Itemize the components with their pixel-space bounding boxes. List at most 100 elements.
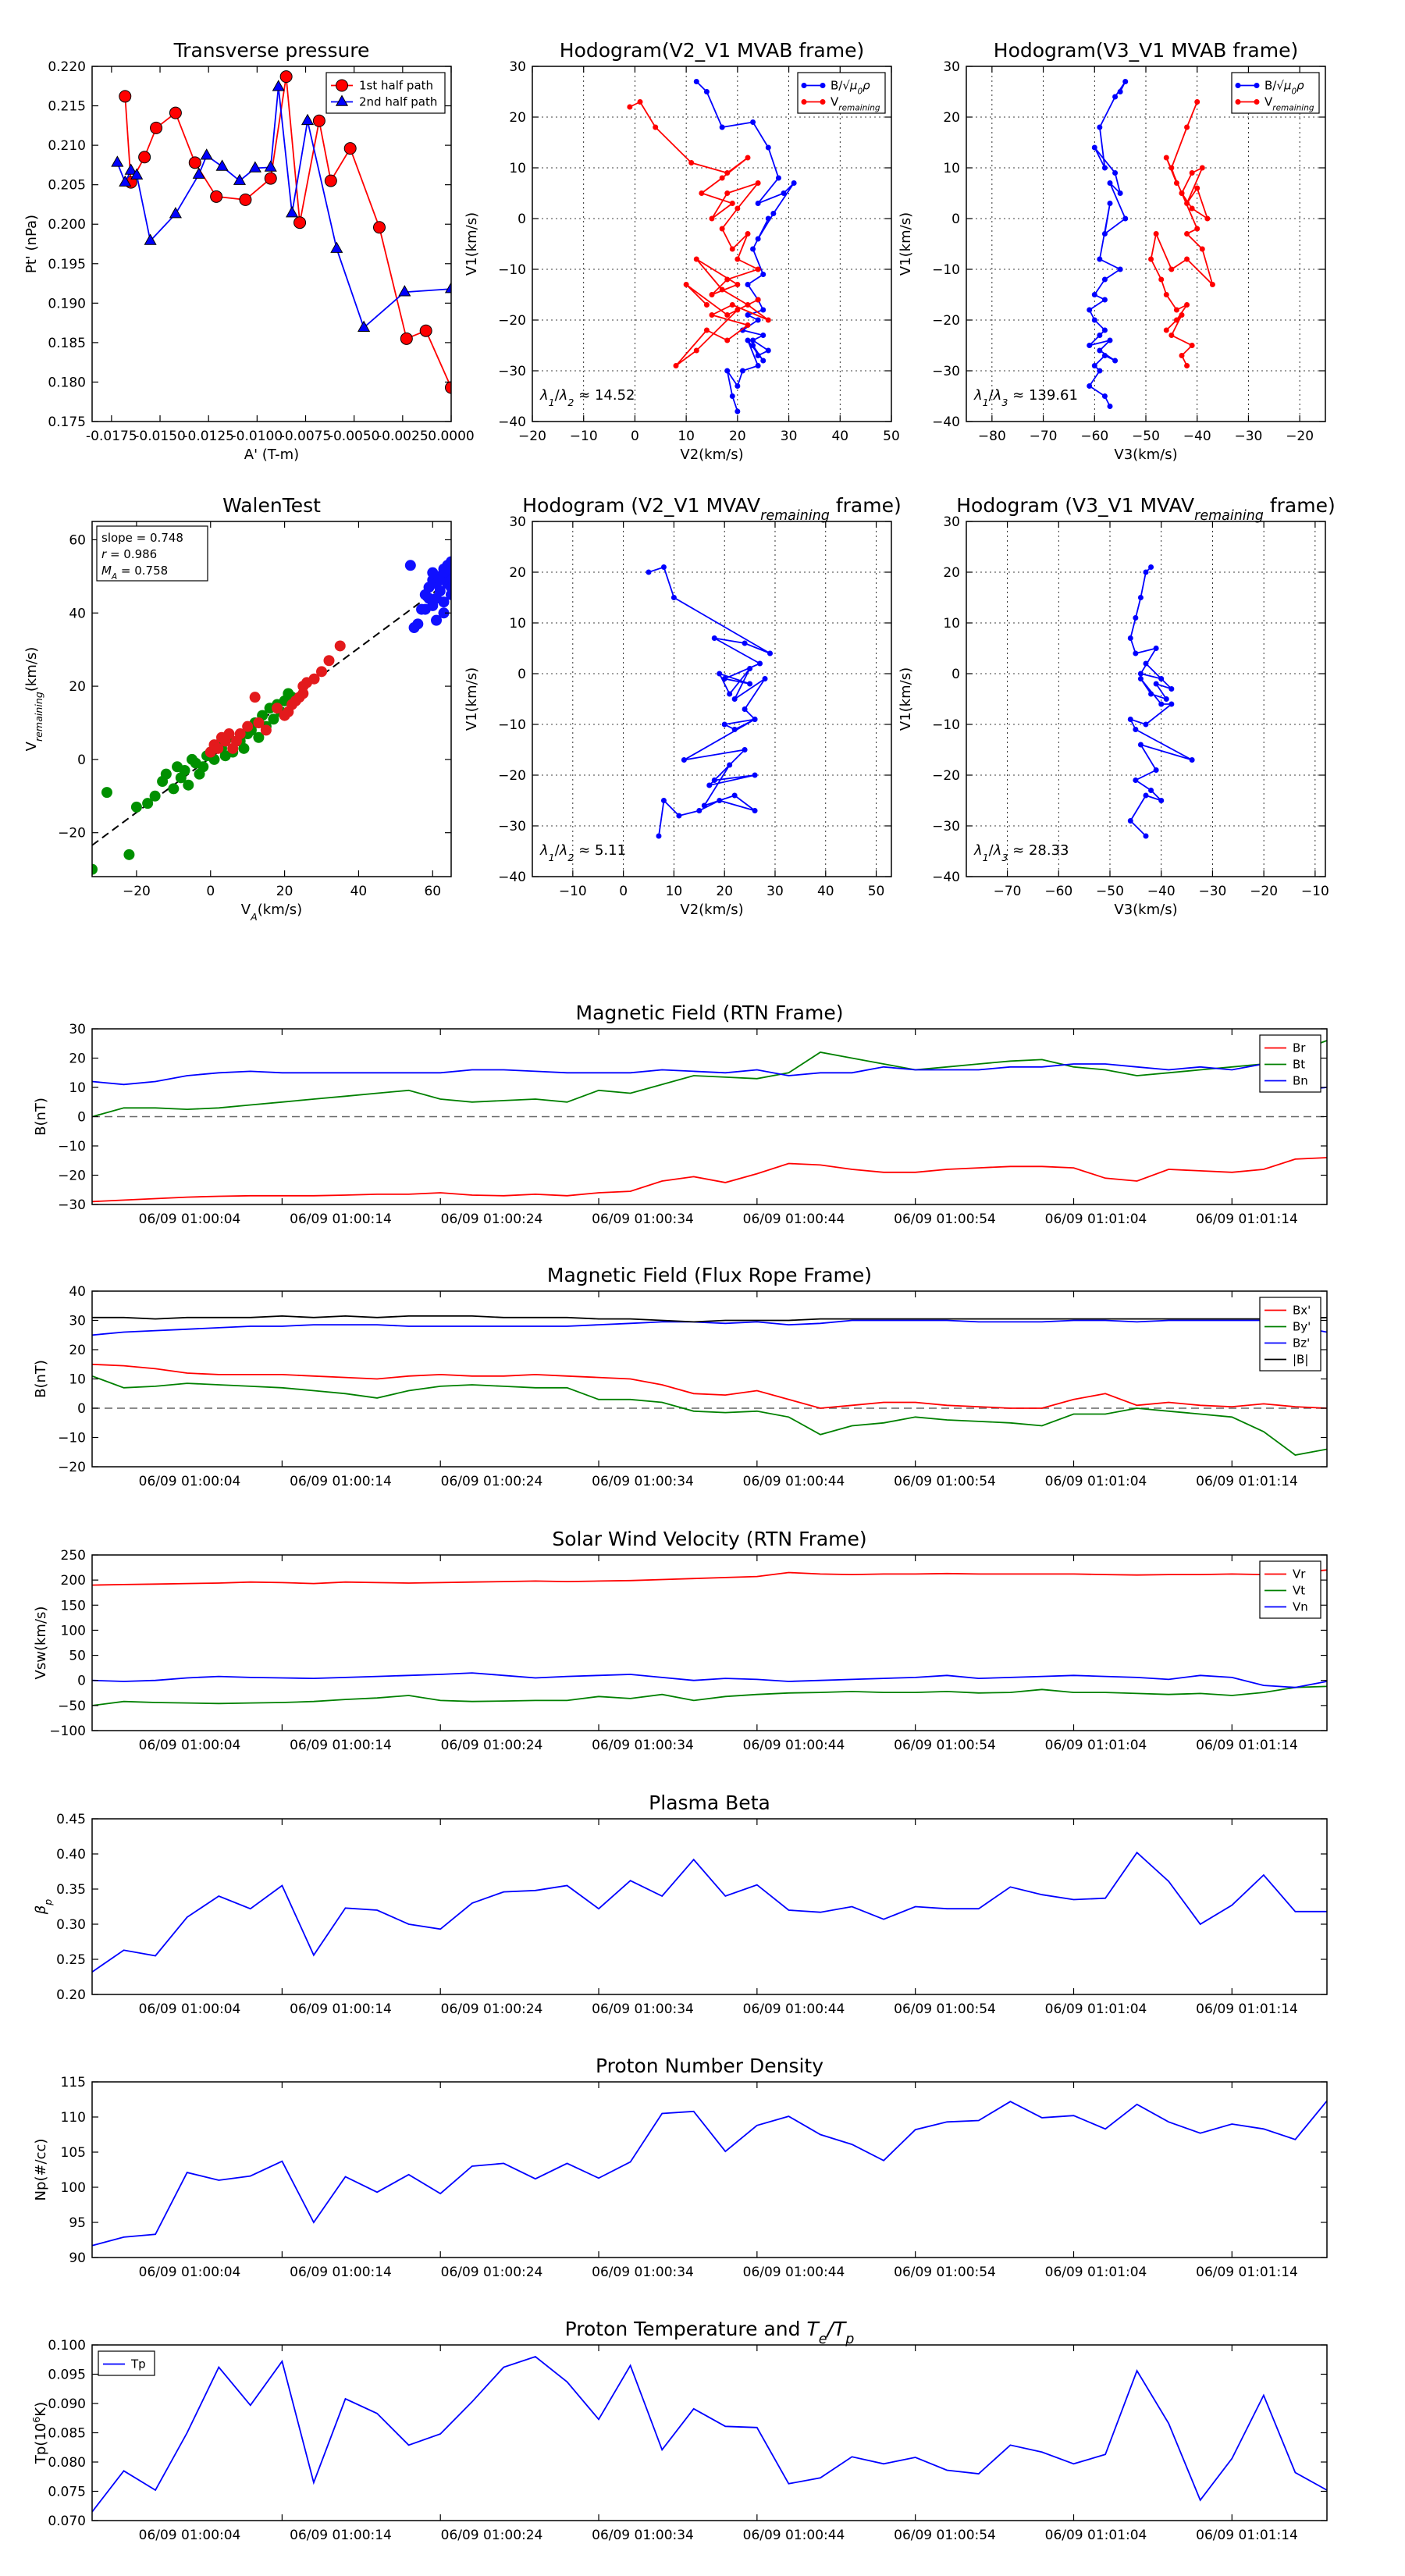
- mag_fr-data: [92, 1315, 1327, 1456]
- x-tick-label: −30: [1198, 884, 1226, 899]
- pt-marker: [144, 233, 157, 245]
- h1-marker: [719, 226, 725, 232]
- h1-marker: [709, 292, 715, 297]
- legend-label: 2nd half path: [359, 95, 437, 109]
- h3-marker: [747, 666, 753, 671]
- pt-marker: [286, 206, 299, 218]
- walen-point: [419, 603, 431, 615]
- h3-marker: [742, 706, 748, 712]
- h1-marker: [735, 408, 741, 415]
- x-tick-label: 06/09 01:01:04: [1045, 1738, 1147, 1753]
- h4-marker: [1148, 691, 1154, 697]
- h1-title: Hodogram(V2_V1 MVAB frame): [560, 39, 864, 62]
- mag_fr-line-bx: [92, 1363, 1327, 1409]
- h2-marker: [1117, 89, 1123, 94]
- h2-marker: [1194, 185, 1200, 191]
- np-ylabel: Np(#/cc): [33, 2139, 49, 2201]
- pt-marker: [445, 381, 451, 394]
- y-tick-label: 30: [69, 1022, 86, 1037]
- mag_rtn-panel: 06/09 01:00:04 06/09 01:00:14 06/09 01:00:…: [33, 1002, 1328, 1227]
- h4-marker: [1158, 701, 1165, 707]
- walen-point: [183, 779, 194, 791]
- beta-title: Plasma Beta: [649, 1791, 770, 1814]
- legend-marker: [820, 83, 826, 88]
- h3-marker: [752, 717, 758, 722]
- h2-marker: [1168, 266, 1175, 272]
- walen-point: [212, 742, 224, 754]
- h4-marker: [1133, 727, 1139, 732]
- walen-xlabel: VA(km/s): [241, 902, 302, 923]
- h3-marker: [727, 691, 733, 697]
- h2-marker: [1163, 327, 1169, 333]
- y-tick-label: 30: [509, 59, 526, 75]
- x-tick-label: 06/09 01:00:44: [743, 1212, 845, 1227]
- h2-marker: [1112, 94, 1119, 100]
- h4-marker: [1143, 660, 1149, 667]
- y-tick-label: 0.100: [48, 2338, 86, 2354]
- pt-marker: [264, 160, 277, 172]
- h4-marker: [1127, 635, 1133, 641]
- y-tick-label: −30: [498, 819, 526, 834]
- h1-marker: [637, 99, 643, 105]
- pt-marker: [119, 90, 132, 103]
- h1-marker: [755, 180, 761, 186]
- x-tick-label: −50: [1132, 429, 1160, 444]
- walen-point: [253, 717, 265, 728]
- np-title: Proton Number Density: [596, 2055, 823, 2077]
- x-tick-label: −20: [1250, 884, 1278, 899]
- h3-marker: [731, 727, 738, 732]
- mag_fr-line-b: [92, 1315, 1327, 1323]
- h1-marker: [755, 363, 761, 368]
- h1-eigen-ratio: λ1/λ2 ≈ 14.52: [539, 387, 635, 408]
- x-tick-label: 0.0000: [428, 429, 474, 444]
- h4-marker: [1127, 717, 1133, 722]
- h3-marker: [681, 757, 687, 763]
- beta-data: [92, 1851, 1327, 1973]
- x-tick-label: 06/09 01:01:14: [1196, 1212, 1298, 1227]
- pt-ylabel: Pt' (nPa): [23, 215, 40, 273]
- x-tick-label: 06/09 01:00:54: [894, 2528, 996, 2543]
- h3-marker: [742, 747, 748, 753]
- h1-marker: [755, 317, 761, 323]
- h2-marker: [1112, 170, 1119, 176]
- h1-marker: [745, 302, 751, 308]
- y-tick-label: 0.45: [56, 1812, 86, 1827]
- y-tick-label: 40: [69, 1284, 86, 1300]
- x-tick-label: 50: [883, 429, 900, 444]
- h3-marker: [660, 798, 667, 803]
- h1-marker: [755, 236, 761, 242]
- mag_fr-legend: Bx' By' Bz' |B|: [1259, 1297, 1321, 1372]
- x-tick-label: 06/09 01:00:24: [441, 2265, 543, 2280]
- h2-marker: [1101, 165, 1108, 171]
- mag_rtn-legend: Br Bt Bn: [1259, 1034, 1321, 1093]
- x-tick-label: 06/09 01:00:04: [139, 1474, 241, 1489]
- h1-marker: [673, 363, 679, 368]
- h3-eigen-ratio: λ1/λ2 ≈ 5.11: [539, 842, 626, 863]
- y-tick-label: 30: [509, 514, 526, 530]
- np-panel: 06/09 01:00:04 06/09 01:00:14 06/09 01:00:…: [33, 2055, 1328, 2280]
- h1-marker: [760, 333, 767, 338]
- h1-marker: [765, 215, 771, 222]
- h4-marker: [1133, 650, 1139, 656]
- y-tick-label: 20: [943, 565, 960, 581]
- h2-marker: [1148, 256, 1154, 262]
- h1-marker: [703, 89, 710, 94]
- x-tick-label: -0.0050: [329, 429, 380, 444]
- y-tick-label: −20: [58, 826, 86, 841]
- y-tick-label: −20: [932, 768, 960, 784]
- walen-point: [446, 582, 451, 593]
- h2-eigen-ratio: λ1/λ3 ≈ 139.61: [973, 387, 1078, 408]
- mag_rtn-line-bt: [92, 1040, 1327, 1118]
- x-tick-label: 30: [781, 429, 798, 444]
- h1-marker: [724, 368, 731, 374]
- h1-marker: [693, 256, 699, 262]
- h1-marker: [693, 347, 699, 354]
- walen-point: [234, 728, 246, 740]
- x-tick-label: 06/09 01:00:04: [139, 1738, 241, 1753]
- h2-marker: [1179, 312, 1185, 318]
- pt-marker: [343, 142, 357, 155]
- h4-marker: [1137, 676, 1144, 681]
- pt-marker: [330, 241, 343, 253]
- tp-ylabel: Tp(106K): [30, 2402, 50, 2464]
